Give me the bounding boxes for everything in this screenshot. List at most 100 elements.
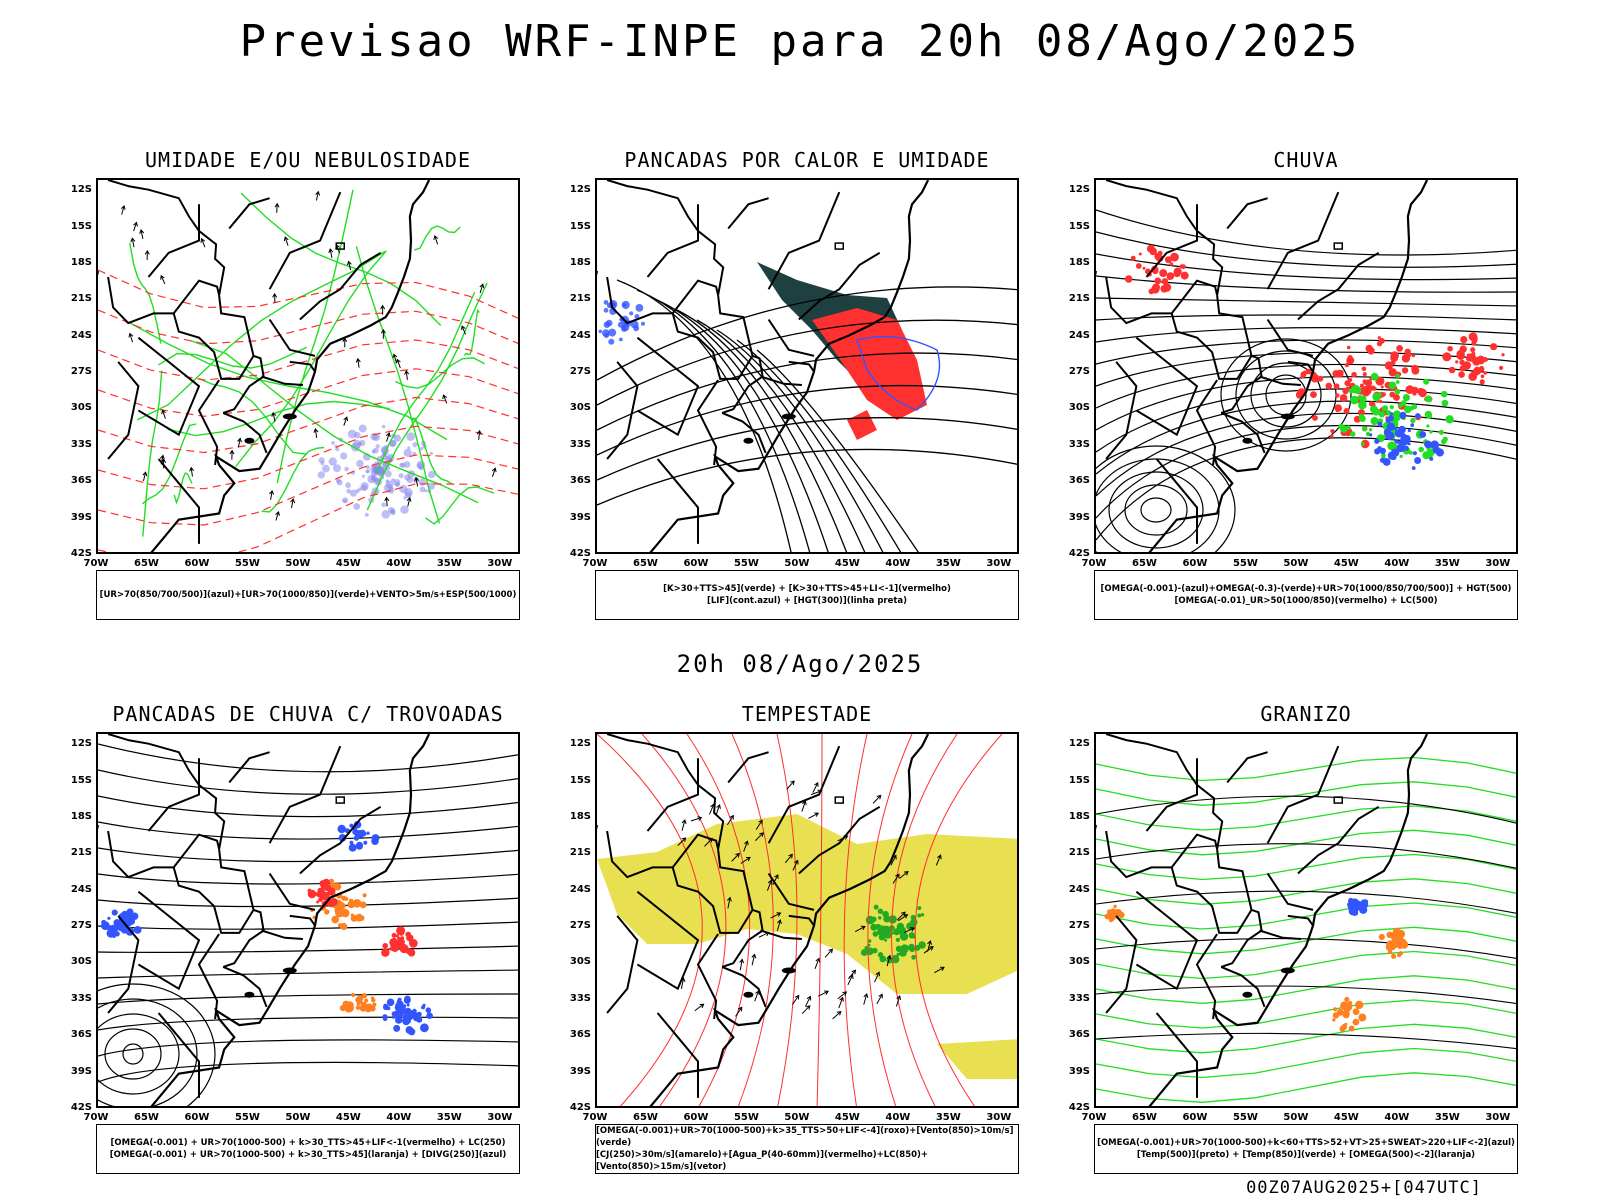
country-border — [606, 915, 639, 1014]
rain-area-red — [1160, 285, 1168, 293]
wind-vector — [133, 222, 137, 232]
latitude-tick-label: 30S — [569, 402, 591, 414]
country-border — [289, 914, 316, 927]
wind850-area — [885, 932, 892, 939]
wind850-vector — [842, 991, 848, 996]
rain-area-red — [1325, 382, 1333, 390]
country-border — [1226, 197, 1268, 230]
wind850-vector — [708, 804, 715, 815]
omega500-area — [1392, 930, 1397, 935]
country-border — [606, 180, 725, 296]
rain-area-red — [1151, 265, 1159, 273]
country-border — [1170, 313, 1253, 380]
wind850-vector — [731, 853, 740, 862]
lc250-streamline — [98, 945, 518, 953]
wind-vector — [313, 428, 319, 433]
wind-vector — [479, 284, 484, 294]
wind-vector — [442, 394, 448, 400]
humidity-mid-level-area — [342, 499, 347, 503]
longitude-tick-label: 40W — [1384, 558, 1410, 569]
omega500-area — [1113, 909, 1123, 918]
divergence-area — [416, 1016, 423, 1023]
rain-area-green — [1350, 395, 1359, 405]
country-border — [1170, 279, 1219, 315]
wind850-vector — [851, 969, 857, 975]
hgt300-contour — [597, 352, 1017, 431]
latitude-tick-label: 42S — [1068, 1102, 1090, 1113]
divergence-area — [406, 1010, 413, 1016]
rain-area-red — [1312, 415, 1318, 421]
wind850-vector — [806, 995, 812, 1001]
humidity-low-level-contour — [173, 472, 193, 505]
legend-line-1: [OMEGA(-0.001)+UR>70(1000-500)+k<60+TTS>… — [1097, 1138, 1515, 1148]
humidity-mid-level-area — [344, 466, 349, 472]
wind850-area — [908, 943, 915, 951]
lifted-index-contour — [617, 321, 624, 328]
rain-area-red — [1490, 343, 1498, 351]
divergence-area — [405, 1026, 414, 1034]
temp500-contour — [1096, 938, 1516, 959]
wind850-area — [899, 949, 907, 957]
rain-area-red — [1501, 353, 1505, 357]
divergence-area — [356, 843, 363, 850]
divergence-area — [114, 931, 120, 937]
lc250-streamline — [98, 795, 518, 818]
rain-area-red — [1379, 337, 1385, 344]
latitude-tick-label: 39S — [569, 1065, 591, 1077]
lc250-streamline — [98, 743, 518, 773]
humidity-mid-level-area — [358, 424, 367, 433]
wind-vector — [315, 190, 321, 196]
lifted-index-contour — [622, 303, 627, 307]
country-border — [1195, 933, 1218, 1020]
rain-area-red — [1303, 370, 1307, 375]
country-border — [1266, 745, 1340, 844]
rain-area-green — [1440, 390, 1448, 398]
wind850-area — [908, 932, 915, 939]
humidity-low-level-contour — [425, 486, 495, 525]
wind-vector — [128, 332, 134, 338]
instability-orange — [324, 909, 330, 915]
rain-area-red — [1370, 385, 1376, 391]
wind850-area — [867, 939, 872, 943]
hgt500-streamline — [1096, 339, 1516, 365]
instability-orange — [362, 893, 367, 898]
country-border — [261, 929, 303, 940]
wind-vector — [380, 304, 386, 310]
rain-area-red — [1476, 355, 1486, 365]
humidity-mid-level-area — [331, 441, 335, 445]
country-border — [228, 751, 270, 784]
temp850-contour — [1096, 781, 1516, 806]
longitude-tick-label: 70W — [83, 1112, 109, 1123]
panel-title: PANCADAS POR CALOR E UMIDADE — [624, 148, 990, 172]
wind850-area — [877, 908, 884, 915]
rain-area-green — [1405, 409, 1409, 413]
legend-line-2: [CJ(250)>30m/s](amarelo)+[Agua_P(40-60mm… — [596, 1150, 929, 1172]
wind850-vector — [699, 1003, 705, 1009]
country-border — [1105, 734, 1224, 850]
hgt300-contour — [597, 384, 1017, 456]
rain-area-blue — [1430, 440, 1439, 450]
panel-title: CHUVA — [1273, 148, 1339, 172]
wind850-vector — [927, 940, 932, 945]
humidity-mid-level-area — [398, 473, 404, 479]
country-border — [107, 276, 174, 325]
wind-vector — [478, 430, 481, 440]
latitude-tick-label: 36S — [70, 1029, 92, 1041]
wind-vector — [476, 429, 482, 435]
cyclone-contour — [98, 998, 198, 1106]
hgt300-contour — [716, 329, 884, 552]
legend-granizo: [OMEGA(-0.001)+UR>70(1000-500)+k<60+TTS>… — [1094, 1124, 1518, 1174]
map-trovoadas — [96, 732, 520, 1108]
wind850-vector — [776, 919, 781, 931]
latitude-tick-label: 30S — [1068, 402, 1090, 414]
wind850-vector — [777, 919, 782, 925]
latitude-tick-label: 27S — [70, 920, 92, 932]
wind850-vector — [815, 957, 821, 963]
longitude-tick-label: 40W — [386, 558, 412, 569]
omega500-area — [1355, 1000, 1364, 1010]
longitude-tick-label: 35W — [436, 1112, 462, 1123]
wind850-vector — [735, 852, 740, 858]
humidity-mid-level-area — [429, 451, 434, 456]
rain-area-green — [1438, 429, 1444, 435]
omega500-area — [1399, 931, 1405, 938]
